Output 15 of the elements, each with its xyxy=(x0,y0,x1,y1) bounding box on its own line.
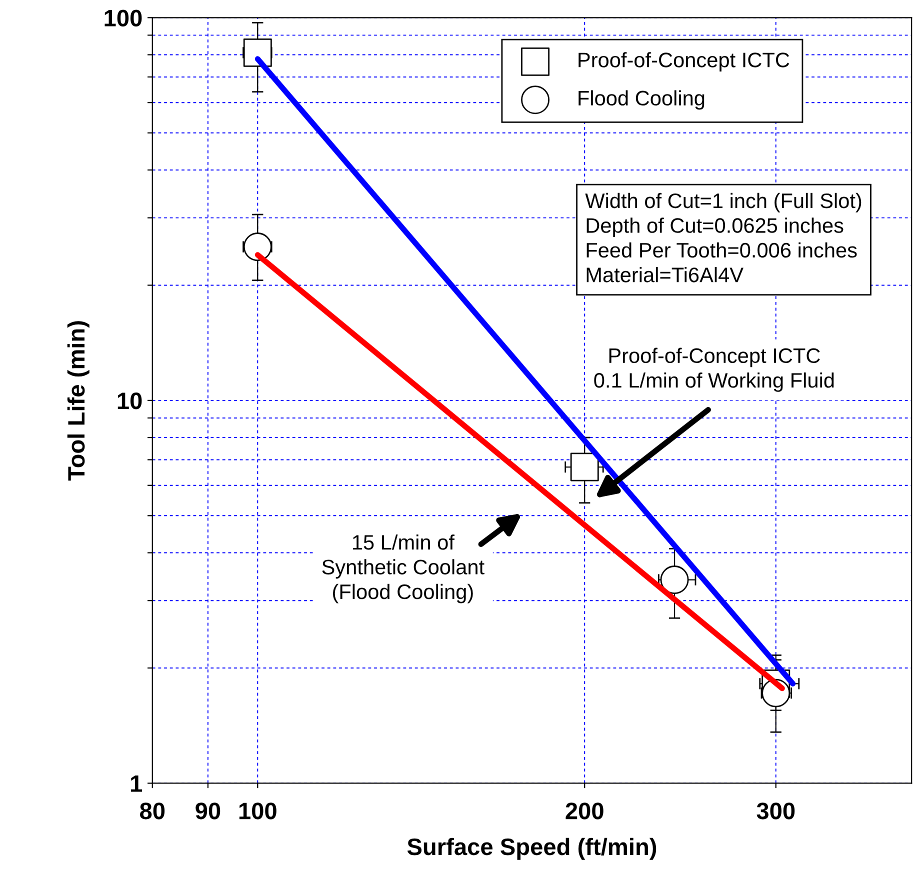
x-tick-label: 80 xyxy=(140,802,165,820)
y-tick-label: 1 xyxy=(131,776,142,792)
x-tick-label: 300 xyxy=(756,802,795,820)
x-tick-label: 200 xyxy=(566,802,604,820)
x-tick-label: 90 xyxy=(196,802,220,820)
x-axis-title: Surface Speed (ft/min) xyxy=(407,838,656,860)
legend-label: Flood Cooling xyxy=(578,90,704,110)
annotation: 15 L/min of Synthetic Coolant (Flood Cooling) xyxy=(322,534,484,604)
x-tick-label: 100 xyxy=(239,802,276,820)
annotation: Proof-of-Concept ICTC 0.1 L/min of Working Fluid xyxy=(594,348,834,392)
annotation: Width of Cut=1 inch (Full Slot) Depth of Cut=0.0625 inches Feed Per Tooth=0.006 inches Material=Ti6Al4V xyxy=(585,192,862,282)
y-axis-title: Tool Life (min) xyxy=(67,321,90,481)
y-tick-label: 100 xyxy=(104,10,142,26)
y-tick-label: 10 xyxy=(118,392,142,410)
legend-label: Proof-of-Concept ICTC xyxy=(578,52,790,72)
